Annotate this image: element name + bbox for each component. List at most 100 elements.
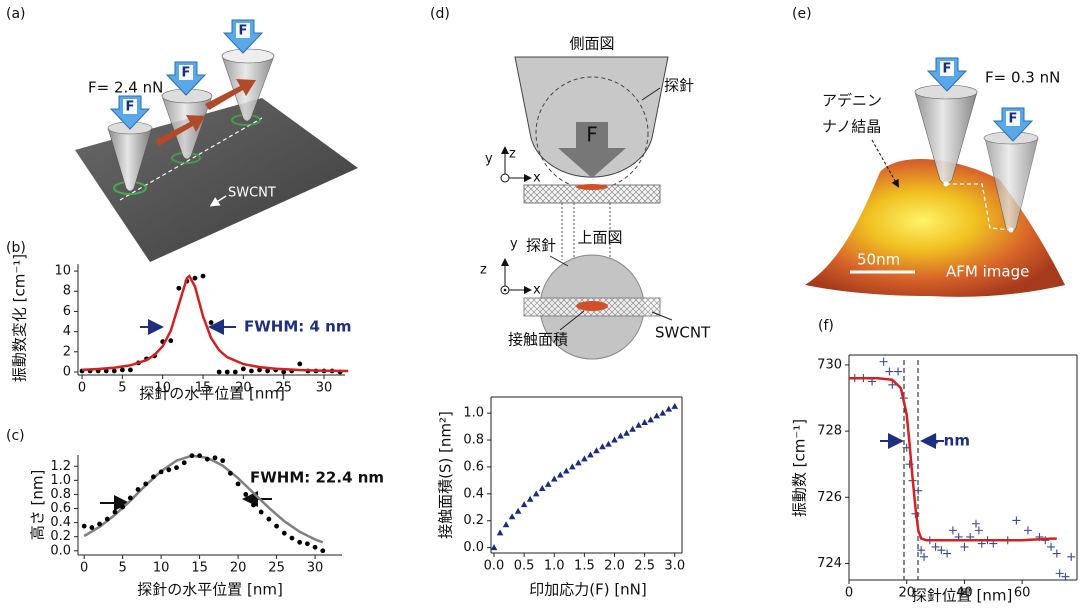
point: [143, 481, 149, 487]
point: [948, 526, 957, 535]
point: [917, 546, 926, 555]
point: [97, 521, 102, 527]
point: [520, 501, 528, 508]
axis-label: y: [485, 152, 493, 167]
point: [181, 460, 187, 466]
y-tick-label: 726: [817, 490, 842, 505]
point: [914, 486, 923, 495]
chart: 0.0 0.2 0.4 0.6 0.8 1.0 0.0 0.5 1.0 1.5 2.0 2.5 3.0 印…: [437, 396, 685, 599]
point: [166, 467, 172, 473]
y-axis-label: 振動数 [cm⁻¹]: [791, 419, 809, 517]
point: [168, 338, 174, 344]
y-tick-label: 1.0: [50, 473, 71, 488]
x-tick-label: 2.5: [634, 559, 655, 574]
y-axis-label: 接触面積(S) [nm²]: [437, 411, 455, 539]
axis-origin: [500, 173, 510, 183]
point: [502, 521, 510, 528]
y-tick-label: 0.6: [50, 501, 71, 516]
x-tick-label: 0.5: [514, 559, 535, 574]
x-tick-label: 0: [845, 586, 853, 601]
y-tick-label: 0.4: [463, 486, 484, 501]
point: [617, 432, 624, 439]
point: [192, 275, 198, 281]
point: [304, 541, 310, 547]
point: [119, 367, 125, 373]
surface: [75, 98, 358, 262]
force-label: F= 2.4 nN: [88, 79, 163, 97]
point: [200, 273, 206, 279]
crystal-label: ナノ結晶: [822, 118, 881, 136]
point: [251, 502, 256, 508]
point: [224, 369, 230, 375]
point: [112, 509, 118, 515]
point: [647, 416, 654, 423]
point: [885, 367, 894, 376]
point: [611, 436, 618, 443]
y-tick-label: 0.0: [463, 540, 484, 555]
point: [220, 458, 226, 464]
x-axis-label: 探針の水平位置 [nm]: [137, 581, 283, 599]
point: [258, 509, 264, 515]
point: [89, 525, 95, 530]
point: [569, 463, 576, 470]
point: [111, 368, 117, 374]
y-axis-label: 振動数変化 [cm⁻¹]: [11, 254, 29, 382]
point: [135, 487, 141, 492]
x-tick-label: 40: [956, 586, 973, 601]
move-arrow: [205, 79, 256, 110]
point: [227, 470, 233, 476]
diagram-e: F F F= 0.3 nN アデニン ナノ結晶 50nm AFM image: [805, 57, 1065, 297]
point: [312, 544, 318, 550]
point: [599, 443, 606, 450]
x-tick-label: 20: [898, 586, 915, 601]
pointer: [559, 310, 585, 331]
pointer: [651, 311, 673, 321]
scan-path: [946, 183, 1012, 231]
point: [281, 369, 287, 375]
point: [888, 380, 897, 389]
y-tick-label: 6: [63, 304, 71, 319]
point: [120, 504, 126, 510]
x-axis-label: 探針の水平位置 [nm]: [139, 385, 285, 403]
x-tick-label: 25: [268, 561, 285, 576]
axis-origin: [503, 288, 507, 292]
point: [550, 475, 558, 482]
x-tick-label: 1.5: [574, 559, 595, 574]
point: [653, 412, 660, 419]
point: [1023, 526, 1032, 535]
diagram-a: F F F F= 2.4 nN SWCNT: [75, 19, 358, 262]
force-icon-label: F: [182, 66, 191, 81]
point: [297, 539, 303, 545]
fit-line: [81, 274, 349, 373]
point: [216, 369, 222, 375]
x-tick-label: 60: [1014, 586, 1031, 601]
point: [641, 419, 648, 426]
top-view-title: 上面図: [577, 229, 622, 247]
point: [151, 474, 156, 480]
point: [514, 507, 522, 514]
x-tick-label: 10: [154, 381, 171, 396]
y-axis-label: 高さ [nm]: [29, 470, 47, 541]
tip: [107, 127, 153, 192]
axis-label: x: [533, 171, 541, 186]
x-tick-label: 5: [119, 561, 127, 576]
point: [266, 516, 272, 522]
point: [623, 429, 630, 436]
pointer: [871, 139, 899, 188]
point: [974, 526, 983, 535]
tip-side: [514, 56, 669, 178]
x-tick-label: 1.0: [544, 559, 565, 574]
x-axis-label: 探針位置 [nm]: [912, 587, 1013, 605]
x-tick-label: 30: [307, 561, 324, 576]
point: [197, 453, 203, 459]
y-tick-label: 724: [817, 556, 842, 571]
x-tick-label: 2.0: [604, 559, 625, 574]
point: [204, 456, 210, 462]
point: [894, 367, 903, 376]
x-axis-label: 印加応力(F) [nN]: [529, 581, 647, 599]
x-tick-label: 0: [80, 561, 88, 576]
scan-point: [1008, 227, 1014, 233]
point: [920, 552, 929, 561]
force-arrow-label: F: [586, 123, 598, 147]
